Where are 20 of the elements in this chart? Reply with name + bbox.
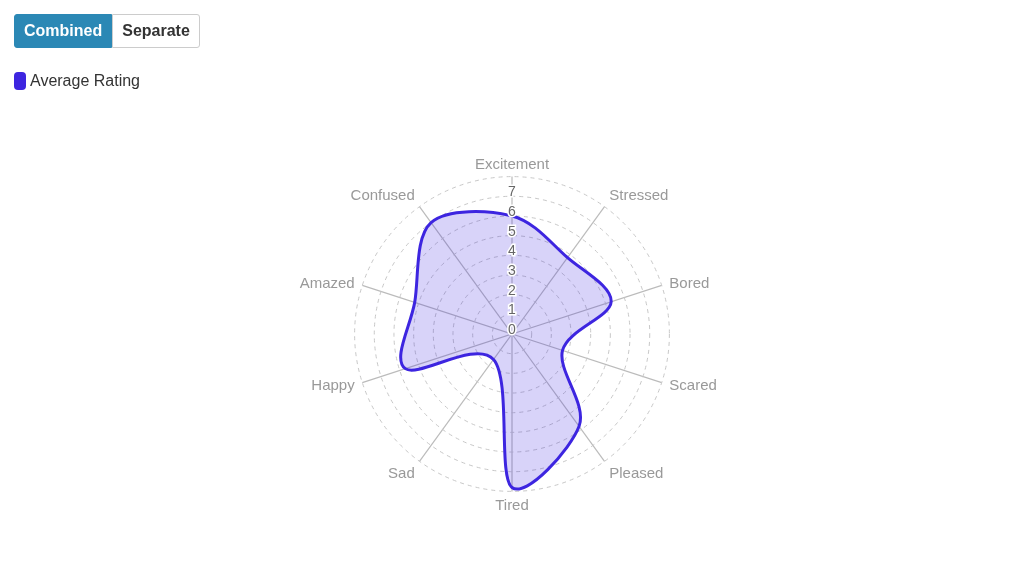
- spoke-label: Sad: [388, 464, 415, 482]
- spoke-label: Pleased: [609, 464, 664, 482]
- y-tick-label: 7: [508, 183, 517, 200]
- spoke-label: Bored: [669, 274, 710, 292]
- spoke-label: Tired: [495, 496, 529, 514]
- spoke-label: Excitement: [474, 154, 550, 172]
- y-tick-label: 1: [508, 301, 517, 318]
- toggle-button: Combined: [14, 14, 113, 48]
- spoke-label: Scared: [669, 376, 717, 394]
- toggle-button: Separate: [112, 14, 200, 48]
- y-tick-label: 3: [508, 261, 517, 278]
- spoke-label: Happy: [311, 376, 356, 394]
- spoke-label: Amazed: [299, 274, 355, 292]
- y-tick-label: 4: [508, 242, 517, 259]
- y-tick-label: 0: [508, 321, 517, 337]
- spoke-label: Confused: [350, 186, 415, 204]
- y-tick-label: 2: [508, 281, 517, 298]
- legend-label: Average Rating: [30, 72, 140, 90]
- spoke-label: Stressed: [609, 186, 669, 204]
- y-tick-label: 5: [508, 222, 517, 239]
